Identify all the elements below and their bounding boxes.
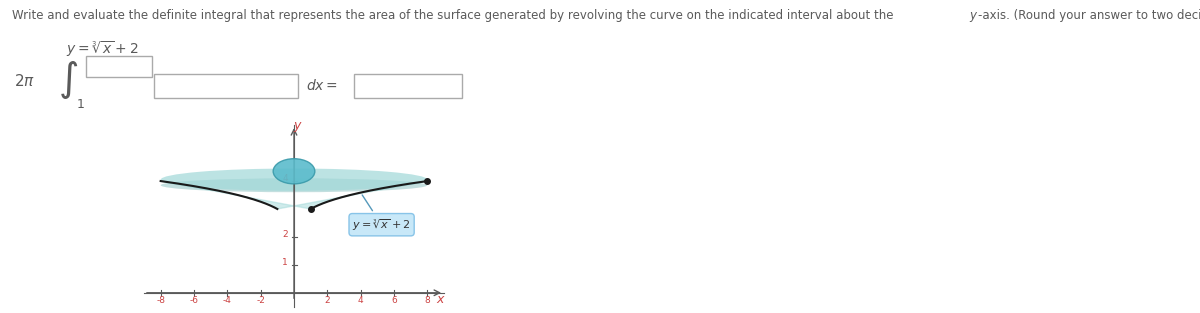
FancyBboxPatch shape (154, 74, 298, 98)
Text: $x$: $x$ (436, 293, 445, 305)
Text: -6: -6 (190, 295, 198, 305)
Text: 1: 1 (282, 258, 288, 267)
Text: 8: 8 (425, 295, 431, 305)
Text: 2: 2 (324, 295, 330, 305)
Text: $y$: $y$ (293, 121, 304, 134)
Ellipse shape (161, 178, 427, 192)
Text: -axis. (Round your answer to two decimal places.): -axis. (Round your answer to two decimal… (978, 9, 1200, 23)
Text: 4: 4 (358, 295, 364, 305)
Text: $y = \sqrt[3]{x}+2$: $y = \sqrt[3]{x}+2$ (353, 195, 410, 233)
Text: $1$: $1$ (76, 98, 84, 111)
Text: y: y (970, 9, 977, 23)
Text: 2: 2 (282, 230, 288, 239)
Text: -2: -2 (257, 295, 265, 305)
Polygon shape (161, 181, 427, 209)
Text: $dx =$: $dx =$ (306, 78, 338, 93)
Text: $2\pi$: $2\pi$ (14, 73, 36, 90)
Text: 6: 6 (391, 295, 397, 305)
Text: $y = \sqrt[3]{x} + 2$: $y = \sqrt[3]{x} + 2$ (66, 39, 138, 59)
Ellipse shape (161, 168, 427, 191)
Text: $\int$: $\int$ (58, 59, 78, 101)
FancyBboxPatch shape (354, 74, 462, 98)
Ellipse shape (274, 159, 314, 184)
Text: -4: -4 (223, 295, 232, 305)
Text: Write and evaluate the definite integral that represents the area of the surface: Write and evaluate the definite integral… (12, 9, 898, 23)
Text: 4: 4 (282, 174, 288, 183)
Text: -8: -8 (156, 295, 166, 305)
FancyBboxPatch shape (86, 56, 152, 77)
